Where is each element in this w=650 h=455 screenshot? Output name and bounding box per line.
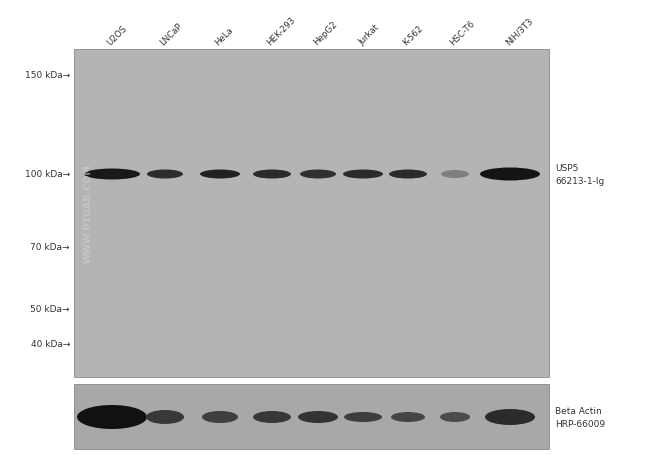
Ellipse shape (84, 169, 140, 180)
Text: Jurkat: Jurkat (357, 23, 381, 47)
Ellipse shape (480, 168, 540, 181)
Text: HEK-293: HEK-293 (266, 15, 298, 47)
Text: HeLa: HeLa (214, 25, 235, 47)
Bar (74, 50, 549, 377)
Ellipse shape (343, 170, 383, 179)
Text: Beta Actin
HRP-66009: Beta Actin HRP-66009 (555, 406, 605, 428)
Ellipse shape (389, 170, 427, 179)
Ellipse shape (441, 171, 469, 179)
Text: LNCaP: LNCaP (159, 21, 185, 47)
Text: HSC-T6: HSC-T6 (448, 19, 477, 47)
Ellipse shape (485, 409, 535, 425)
Ellipse shape (77, 405, 147, 429)
Ellipse shape (146, 410, 184, 424)
Ellipse shape (300, 170, 336, 179)
Ellipse shape (344, 412, 382, 422)
Ellipse shape (253, 411, 291, 423)
Ellipse shape (147, 170, 183, 179)
Ellipse shape (391, 412, 425, 422)
Text: HepG2: HepG2 (311, 20, 339, 47)
Text: USP5
66213-1-Ig: USP5 66213-1-Ig (555, 164, 605, 185)
Ellipse shape (440, 412, 470, 422)
Text: 70 kDa→: 70 kDa→ (31, 243, 70, 252)
Text: 40 kDa→: 40 kDa→ (31, 340, 70, 349)
Ellipse shape (200, 170, 240, 179)
Text: NIH/3T3: NIH/3T3 (504, 16, 534, 47)
Ellipse shape (253, 170, 291, 179)
Text: U2OS: U2OS (106, 24, 129, 47)
Text: WWW.PTGAB.COM: WWW.PTGAB.COM (83, 164, 92, 263)
Text: 150 kDa→: 150 kDa→ (25, 71, 70, 79)
Ellipse shape (202, 411, 238, 423)
Bar (74, 384, 549, 449)
Ellipse shape (298, 411, 338, 423)
Text: K-562: K-562 (402, 23, 425, 47)
Text: 50 kDa→: 50 kDa→ (31, 305, 70, 314)
Text: 100 kDa→: 100 kDa→ (25, 170, 70, 179)
